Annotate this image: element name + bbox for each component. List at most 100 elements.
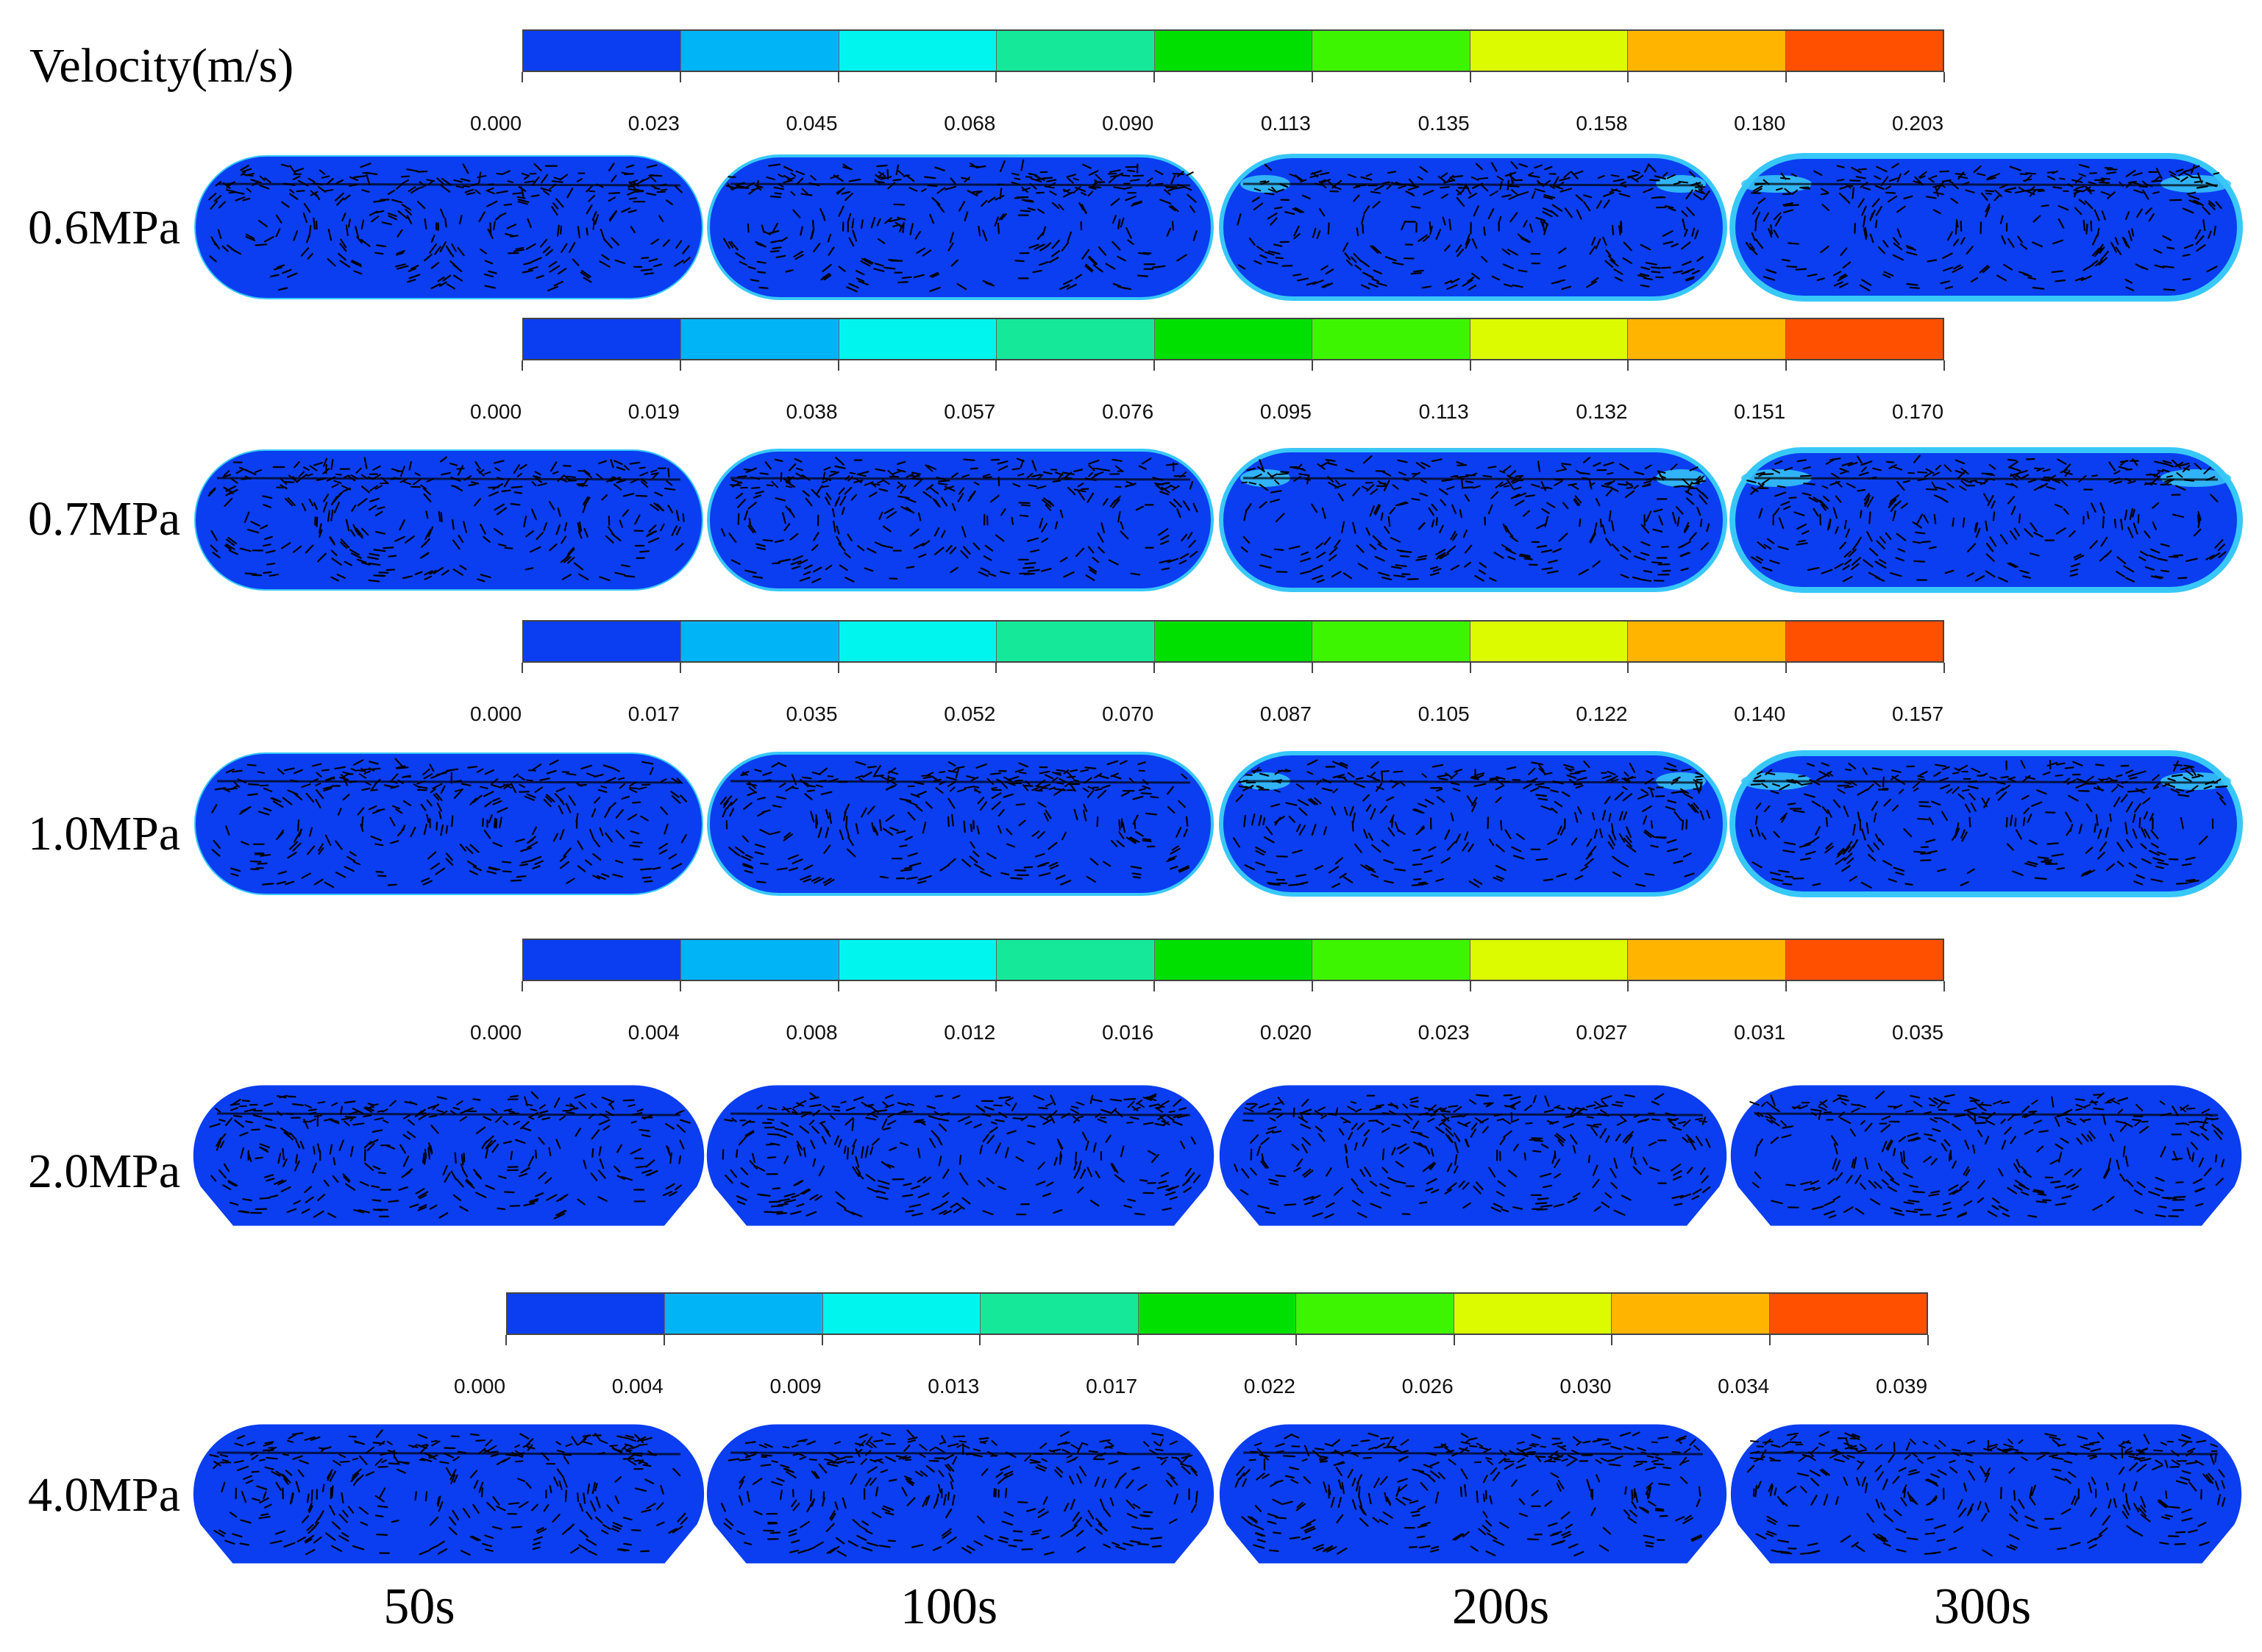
pressure-label-0.6: 0.6MPa (28, 201, 181, 254)
colorbar-tick (1469, 72, 1471, 82)
colorbar-tick-label: 0.026 (1401, 1375, 1454, 1398)
colorbar-swatch (839, 319, 997, 359)
colorbar-tick (1153, 360, 1156, 371)
colorbar-tick-label: 0.035 (786, 702, 838, 725)
colorbar-tick (995, 360, 997, 371)
colorbar-tick (821, 1335, 823, 1345)
velocity-hotspot (1656, 175, 1706, 193)
colorbar-swatch (1312, 319, 1470, 359)
surface-band (730, 1451, 1191, 1456)
tank-contour-4.0MPa-50s (193, 1424, 705, 1564)
colorbar-swatch (524, 622, 682, 661)
colorbar-tick-label: 0.057 (944, 400, 996, 423)
colorbar-tick-label: 0.035 (1891, 1021, 1944, 1044)
colorbar-tick-label: 0.105 (1418, 702, 1470, 725)
colorbar-tick-label: 0.180 (1734, 112, 1786, 135)
tank-contour-4.0MPa-300s (1730, 1424, 2242, 1564)
surface-band (1242, 182, 1704, 187)
colorbar-tick (522, 360, 523, 371)
colorbar-tick (979, 1335, 981, 1345)
colorbar-swatch (681, 319, 839, 359)
tank-contour-0.7MPa-300s (1729, 447, 2243, 593)
legend-title: Velocity(m/s) (29, 39, 294, 93)
velocity-arrows (1749, 1091, 2225, 1219)
colorbar-tick (679, 663, 681, 673)
tank-contour-0.6MPa-100s (707, 154, 1214, 300)
colorbar-tick (1137, 1335, 1139, 1345)
tank-contour-1.0MPa-300s (1729, 750, 2243, 897)
colorbar-swatch (665, 1294, 823, 1334)
colorbar-tick-label: 0.009 (769, 1375, 822, 1398)
surface-band (1754, 477, 2219, 481)
colorbar-tick (1311, 981, 1313, 991)
tank-body (194, 449, 703, 591)
colorbar-tick-label: 0.095 (1259, 400, 1312, 423)
velocity-arrows (209, 1091, 691, 1220)
tank-contour-0.6MPa-50s (194, 155, 703, 299)
velocity-arrows (720, 1429, 1198, 1557)
colorbar-tick-label: 0.016 (1102, 1021, 1154, 1044)
colorbar-tick (1469, 360, 1471, 371)
colorbar-swatch (1628, 622, 1786, 661)
surface-band (1754, 1451, 2219, 1456)
colorbar-tick-label: 0.004 (611, 1375, 664, 1398)
surface-band (216, 182, 681, 187)
colorbar-tick-label: 0.000 (453, 1375, 506, 1398)
colorbar-tick (837, 663, 839, 673)
colorbar-tick-label: 0.132 (1576, 400, 1628, 423)
time-label-300s: 300s (1933, 1578, 2032, 1635)
colorbar-swatch (681, 622, 839, 661)
colorbar-swatch (1470, 319, 1629, 359)
velocity-arrows (1749, 760, 2228, 889)
colorbar-tick (995, 72, 997, 82)
tank-body (1729, 153, 2243, 302)
colorbar-swatch (1628, 319, 1786, 359)
tank-contour-2.0MPa-50s (193, 1085, 705, 1226)
tank-body (194, 752, 703, 895)
velocity-arrows (722, 159, 1198, 293)
colorbar-tick-label: 0.158 (1576, 112, 1628, 135)
colorbar-tick-label: 0.039 (1875, 1375, 1928, 1398)
colorbar-swatch (1154, 940, 1313, 980)
colorbar-swatch (1154, 31, 1313, 71)
surface-band (1242, 1112, 1704, 1117)
colorbar-tick-label: 0.038 (786, 400, 838, 423)
colorbar-tick-label: 0.017 (627, 702, 680, 725)
tank-contour-1.0MPa-200s (1219, 751, 1727, 897)
pressure-label-0.7: 0.7MPa (28, 492, 181, 546)
colorbar-tick (1627, 72, 1629, 82)
tank-body (1219, 1424, 1727, 1564)
surface-band (1242, 780, 1704, 784)
colorbar-tick (1785, 72, 1788, 82)
colorbar-tick-label: 0.140 (1734, 702, 1786, 725)
velocity-arrows (1234, 1093, 1711, 1219)
colorbar-tick (1311, 72, 1313, 82)
colorbar-tick-label: 0.090 (1102, 112, 1154, 135)
colorbar-swatch (1296, 1294, 1454, 1334)
colorbar-swatch (1454, 1294, 1612, 1334)
colorbar-swatch (681, 940, 839, 980)
colorbar-tick-label: 0.113 (1418, 400, 1469, 423)
colorbar-1.0MPa (522, 620, 1944, 663)
velocity-arrows (209, 1429, 689, 1556)
colorbar-tick-label: 0.157 (1891, 702, 1944, 725)
colorbar-tick (995, 981, 997, 991)
colorbar-0.7MPa (522, 318, 1944, 360)
velocity-hotspot (2160, 772, 2231, 790)
colorbar-tick (1627, 981, 1629, 991)
time-label-50s: 50s (383, 1578, 455, 1635)
colorbar-tick-label: 0.004 (627, 1021, 680, 1044)
tank-contour-2.0MPa-100s (706, 1085, 1214, 1226)
colorbar-tick-label: 0.000 (469, 1021, 522, 1044)
tank-contour-4.0MPa-100s (706, 1424, 1214, 1564)
colorbar-tick (837, 981, 839, 991)
tank-body (193, 1424, 705, 1564)
colorbar-swatch (1470, 622, 1629, 661)
colorbar-2.0MPa (522, 939, 1944, 981)
surface-band (1754, 780, 2219, 784)
velocity-arrows (1746, 1431, 2226, 1557)
velocity-arrows (207, 456, 685, 583)
tank-body (1730, 1424, 2242, 1564)
colorbar-swatch (997, 940, 1155, 980)
colorbar-swatch (681, 31, 839, 71)
